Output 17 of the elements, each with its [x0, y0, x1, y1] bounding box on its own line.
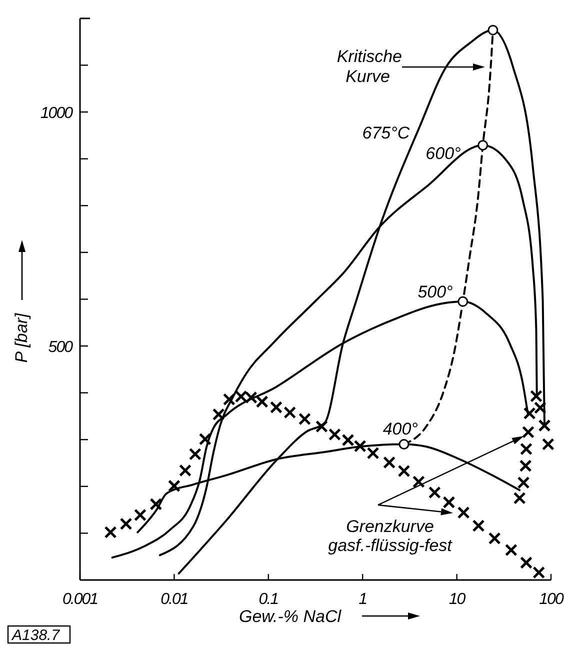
series-label: 600°: [426, 144, 462, 164]
annotation: Grenzkurve gasf.-flüssig-fest: [328, 517, 454, 555]
x-tick-label: 0.01: [160, 591, 188, 608]
x-tick-label: 100: [539, 591, 564, 608]
x-tick-label: 1: [358, 591, 367, 608]
x-tick-label: 0.1: [258, 591, 278, 608]
x-tick-label: 10: [448, 591, 466, 608]
y-tick-label: 500: [48, 339, 74, 356]
y-tick-label: 1000: [40, 105, 74, 122]
x-tick-label: 0.001: [62, 591, 98, 608]
y-axis-title: P [bar]: [12, 312, 31, 363]
series-label: 675°C: [362, 124, 410, 143]
text: A138.7: [11, 627, 60, 644]
series-label: 500°: [418, 282, 454, 302]
x-axis-title: Gew.-% NaCl: [238, 607, 342, 626]
annotation: Kritische Kurve: [336, 47, 402, 86]
series-label: 400°: [382, 419, 418, 438]
